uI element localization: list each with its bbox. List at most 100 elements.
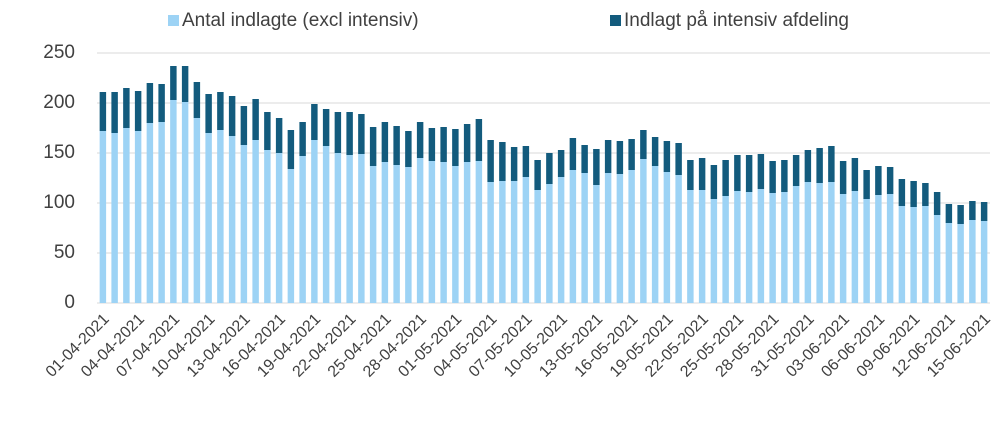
bar xyxy=(980,202,988,221)
bar xyxy=(111,92,118,133)
bar xyxy=(334,112,342,153)
bar xyxy=(322,146,330,303)
bar xyxy=(123,128,130,303)
bar xyxy=(569,138,577,170)
bar xyxy=(898,179,906,206)
bar xyxy=(369,127,377,166)
bar xyxy=(452,129,459,166)
bar xyxy=(499,142,506,181)
bar xyxy=(663,141,671,172)
bar xyxy=(299,122,306,156)
bar xyxy=(428,128,436,161)
y-tick-label: 250 xyxy=(43,42,75,63)
bar xyxy=(275,153,283,303)
bar xyxy=(969,220,976,303)
bar xyxy=(146,123,154,303)
bar xyxy=(745,155,753,192)
bar xyxy=(851,158,859,191)
bar xyxy=(616,141,624,174)
bar xyxy=(687,190,694,303)
bar xyxy=(710,199,718,303)
bar xyxy=(816,148,823,183)
bar xyxy=(381,162,389,303)
bar xyxy=(969,201,976,220)
bar xyxy=(134,131,142,303)
legend-label: Antal indlagte (excl intensiv) xyxy=(182,10,419,31)
bar xyxy=(804,182,812,303)
bar xyxy=(275,118,283,153)
bar xyxy=(487,182,494,303)
bar xyxy=(922,206,929,303)
bar xyxy=(522,146,530,177)
bar xyxy=(616,174,624,303)
bar xyxy=(957,205,964,224)
bar xyxy=(440,162,447,303)
bar xyxy=(217,92,224,130)
bar xyxy=(769,161,776,193)
bar xyxy=(722,160,729,196)
bar xyxy=(546,184,553,303)
bar xyxy=(792,155,800,186)
bar xyxy=(358,114,365,154)
bar xyxy=(264,150,271,303)
bar xyxy=(111,133,118,303)
bar xyxy=(146,83,154,123)
bar xyxy=(828,146,835,182)
bar xyxy=(181,66,189,102)
legend-label: Indlagt på intensiv afdeling xyxy=(624,10,849,31)
bar xyxy=(534,160,541,190)
bar xyxy=(487,140,494,182)
bar xyxy=(710,165,718,199)
bar xyxy=(405,131,412,167)
bar xyxy=(346,112,353,155)
bar xyxy=(945,204,953,223)
bar xyxy=(604,140,612,173)
bar xyxy=(381,122,389,162)
bar xyxy=(369,166,377,303)
bar xyxy=(980,221,988,303)
bar xyxy=(769,193,776,303)
bar xyxy=(193,82,201,118)
bar xyxy=(534,190,541,303)
bar xyxy=(640,159,647,303)
bar xyxy=(863,199,870,303)
bar xyxy=(287,169,295,303)
bar xyxy=(158,122,165,303)
bar xyxy=(240,106,248,145)
bar xyxy=(640,130,647,159)
bar xyxy=(264,112,271,150)
bar xyxy=(181,102,189,303)
bar xyxy=(933,215,941,303)
bar xyxy=(228,136,236,303)
bar xyxy=(228,96,236,136)
y-tick-label: 100 xyxy=(43,192,75,213)
bar xyxy=(839,194,847,303)
bar xyxy=(863,170,870,199)
bar xyxy=(804,150,812,182)
bar xyxy=(193,118,201,303)
bar xyxy=(405,167,412,303)
bar xyxy=(734,191,741,303)
bar xyxy=(581,173,588,303)
y-tick-label: 200 xyxy=(43,92,75,113)
bar xyxy=(440,127,447,162)
bar xyxy=(816,183,823,303)
bar xyxy=(522,177,530,303)
bar xyxy=(205,94,212,133)
bar xyxy=(240,145,248,303)
bar xyxy=(875,166,882,195)
y-tick-label: 150 xyxy=(43,142,75,163)
bar xyxy=(628,170,635,303)
bar xyxy=(99,92,107,131)
bar xyxy=(663,172,671,303)
bar xyxy=(557,177,565,303)
bar xyxy=(593,149,600,185)
bar xyxy=(416,158,424,303)
bar xyxy=(687,160,694,190)
bar xyxy=(933,192,941,215)
bar xyxy=(311,104,318,140)
bar xyxy=(311,140,318,303)
bar xyxy=(722,196,729,303)
bar xyxy=(886,194,894,303)
